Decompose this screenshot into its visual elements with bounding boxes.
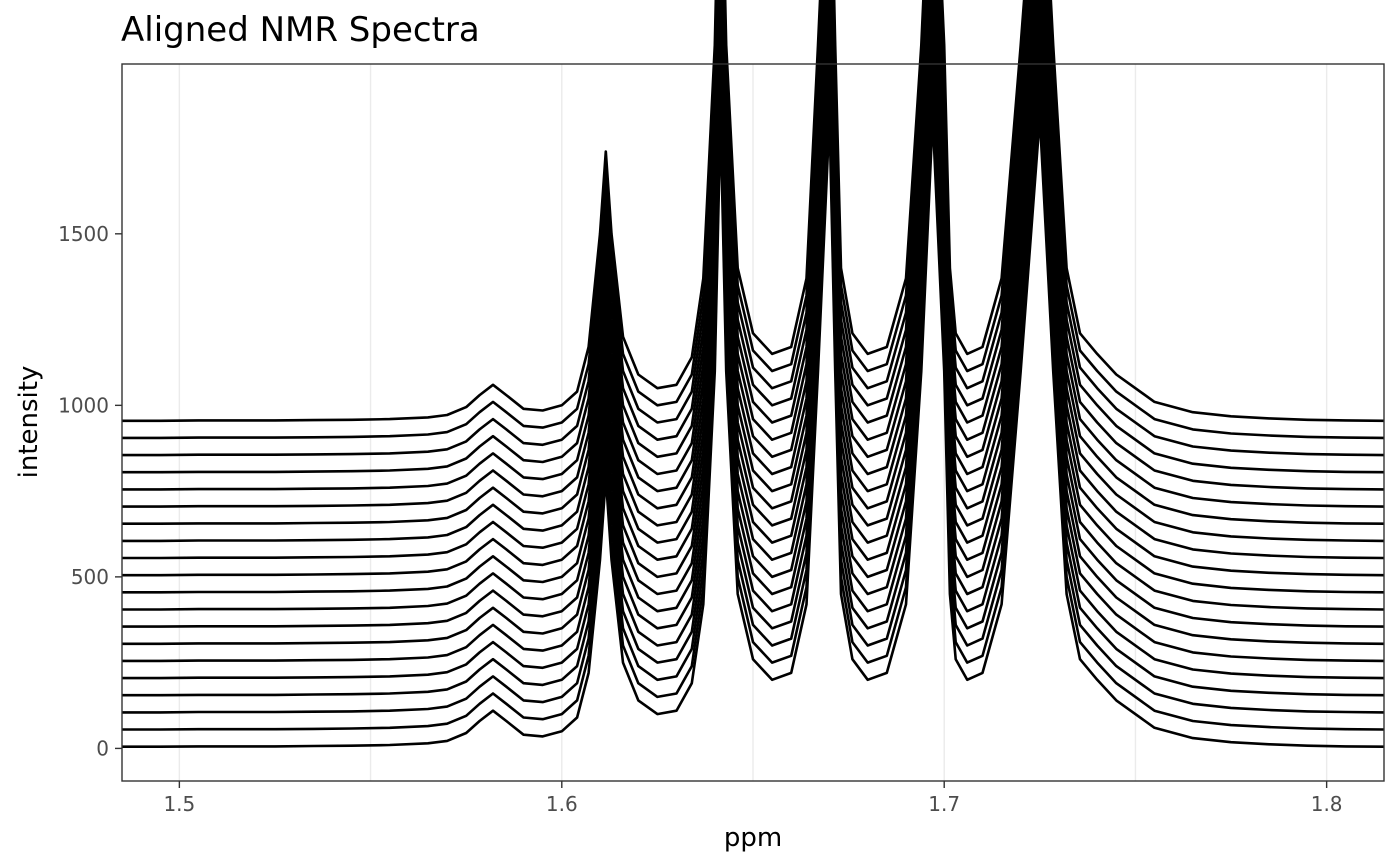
chart-title: Aligned NMR Spectra bbox=[121, 10, 480, 50]
x-tick-label-1: 1.6 bbox=[546, 792, 578, 816]
x-axis-title: ppm bbox=[724, 823, 782, 853]
y-axis: 0 500 1000 1500 bbox=[58, 222, 122, 760]
x-tick-label-2: 1.7 bbox=[928, 792, 960, 816]
y-tick-label-0: 0 bbox=[96, 736, 109, 760]
x-tick-label-3: 1.8 bbox=[1311, 792, 1343, 816]
y-tick-label-3: 1500 bbox=[58, 222, 109, 246]
spectra-series bbox=[122, 0, 1385, 748]
x-tick-label-0: 1.5 bbox=[163, 792, 195, 816]
y-axis-title: intensity bbox=[14, 366, 44, 479]
x-axis: 1.5 1.6 1.7 1.8 bbox=[163, 781, 1343, 816]
plot-frame bbox=[121, 63, 1385, 782]
grid-lines bbox=[178, 64, 1328, 781]
y-tick-label-2: 1000 bbox=[58, 393, 109, 417]
y-tick-label-1: 500 bbox=[71, 565, 109, 589]
spectrum-line-19 bbox=[122, 0, 1385, 423]
